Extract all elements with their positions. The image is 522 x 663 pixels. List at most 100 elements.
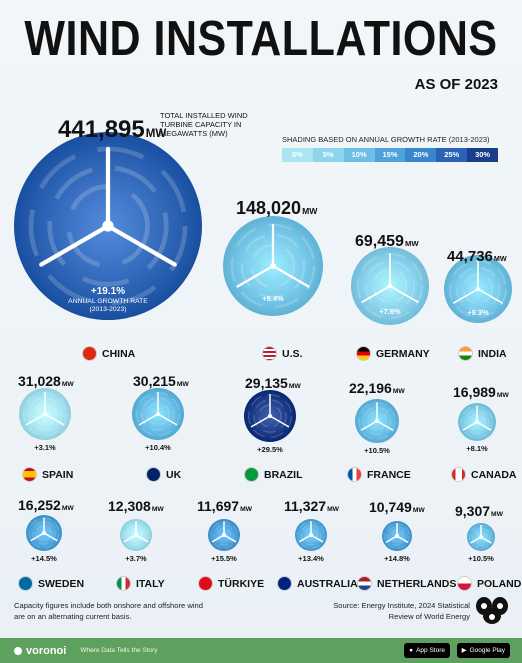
poland-flag-icon [457, 576, 472, 591]
turbine-hub [395, 534, 399, 538]
capacity-value: 16,252 [18, 497, 61, 513]
turbine-hub [270, 263, 276, 269]
brand-name: voronoi [26, 644, 67, 657]
country-label: CANADA [451, 467, 517, 482]
germany-flag-icon [356, 346, 371, 361]
capacity-value: 22,196 [349, 380, 392, 396]
capacity-label: 11,327MW [284, 498, 339, 514]
capacity-value: 441,895 [58, 116, 145, 143]
turbine-blade [25, 413, 46, 426]
capacity-unit: MW [151, 506, 164, 513]
swirl-ring [213, 524, 235, 546]
capacity-unit: MW [496, 392, 509, 399]
capacity-label: 9,307MW [455, 503, 503, 519]
bubble-poland [467, 523, 495, 551]
spain-flag-icon [22, 467, 37, 482]
app-store-button[interactable]: ● App Store [404, 643, 450, 658]
legend-stop: 20% [405, 148, 437, 162]
turbine-hub [375, 419, 379, 423]
capacity-value: 69,459 [355, 233, 404, 250]
capacity-value: 10,749 [369, 499, 412, 515]
turbine-hub [309, 533, 313, 537]
capacity-unit: MW [404, 239, 419, 248]
turbine-blade [236, 264, 275, 288]
legend-stop: 30% [467, 148, 499, 162]
growth-label: +8.1% [466, 444, 488, 453]
capacity-unit: MW [176, 381, 189, 388]
turbine-blade [476, 421, 492, 431]
growth-label: +9.4% [262, 293, 284, 303]
bubble-uk [132, 388, 184, 440]
value-description: TOTAL INSTALLED WIND TURBINE CAPACITY IN… [160, 111, 248, 138]
swirl-ring [387, 526, 407, 546]
country-name: U.S. [282, 347, 303, 360]
italy-flag-icon [116, 576, 131, 591]
growth-rate-period: (2013-2023) [89, 306, 127, 313]
turbine-blade [298, 534, 312, 543]
capacity-value: 148,020 [236, 198, 302, 218]
capacity-value: 16,989 [453, 384, 496, 400]
capacity-label: 12,308MW [108, 498, 164, 514]
growth-label: +3.7% [125, 554, 147, 563]
turbine-blade [385, 535, 398, 543]
legend-stop: 5% [312, 148, 344, 162]
capacity-label: 22,196MW [349, 380, 405, 396]
turkiye-flag-icon [198, 576, 213, 591]
country-name: SPAIN [42, 468, 74, 481]
india-flag-icon [458, 346, 473, 361]
country-name: INDIA [478, 347, 507, 360]
turbine-hub [387, 283, 393, 289]
capacity-value: 11,697 [197, 498, 240, 514]
capacity-value: 29,135 [245, 375, 288, 391]
turbine-hub [134, 533, 138, 537]
capacity-label: 69,459MW [355, 233, 419, 251]
google-play-button[interactable]: ▶ Google Play [456, 643, 510, 658]
growth-label: +10.5% [364, 446, 390, 455]
growth-label: +10.5% [468, 554, 494, 563]
country-name: ITALY [136, 577, 165, 590]
turbine-hub [479, 535, 483, 539]
brand-logo[interactable]: voronoi [14, 645, 66, 657]
turbine-blade [477, 288, 503, 304]
legend-stop: 10% [343, 148, 375, 162]
capacity-label: 11,697MW [197, 498, 252, 514]
bubble-us [223, 216, 323, 316]
netherlands-flag-icon [357, 576, 372, 591]
capacity-label: 29,135MW [245, 375, 301, 391]
country-label: UK [146, 467, 181, 482]
turbine-blade [138, 413, 159, 426]
capacity-value: 11,327 [284, 498, 327, 514]
google-play-label: Google Play [469, 647, 505, 654]
country-name: FRANCE [367, 468, 411, 481]
turbine-blade [223, 534, 237, 543]
growth-label: +15.5% [211, 554, 237, 563]
swirl-ring [253, 399, 287, 433]
capacity-value: 44,736 [447, 248, 493, 265]
country-label: ITALY [116, 576, 165, 591]
legend-stop: 15% [374, 148, 406, 162]
country-label: POLAND [457, 576, 521, 591]
country-name: CHINA [102, 347, 136, 360]
country-label: GERMANY [356, 346, 430, 361]
capacity-unit: MW [61, 381, 74, 388]
voronoi-logo-icon [474, 596, 510, 630]
turbine-blade [310, 534, 324, 543]
swirl-ring [32, 521, 56, 545]
swirl-ring [464, 409, 490, 435]
growth-label: +29.5% [257, 445, 283, 454]
capacity-unit: MW [493, 254, 507, 263]
capacity-label: 10,749MW [369, 499, 425, 515]
turbine-blade [44, 413, 65, 426]
country-label: BRAZIL [244, 467, 303, 482]
capacity-value: 30,215 [133, 373, 176, 389]
growth-label: +14.5% [31, 554, 57, 563]
capacity-value: 12,308 [108, 498, 151, 514]
country-name: NETHERLANDS [377, 577, 457, 590]
turbine-hub [102, 220, 114, 232]
capacity-label: 31,028MW [18, 373, 74, 389]
country-name: GERMANY [376, 347, 430, 360]
country-label: SWEDEN [18, 576, 84, 591]
turbine-hub [268, 414, 272, 418]
bubble-brazil [244, 390, 296, 442]
